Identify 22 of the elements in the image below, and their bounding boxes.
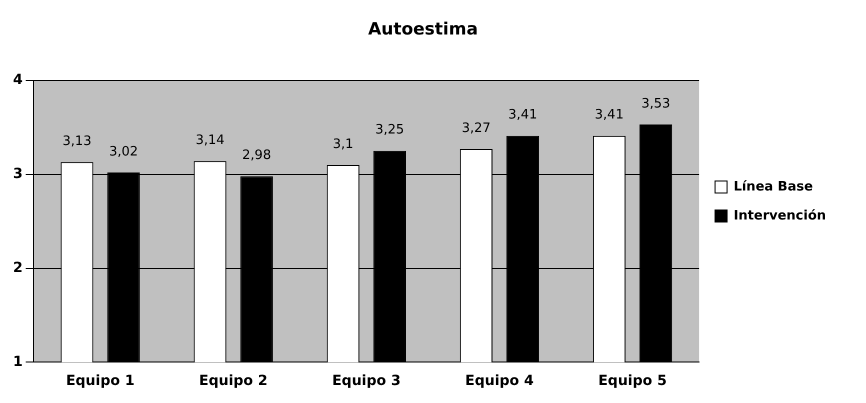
data-label: 3,25 <box>375 122 404 138</box>
data-label: 3,41 <box>594 108 624 123</box>
data-label: 3,1 <box>332 136 354 152</box>
legend-label: Línea Base <box>734 179 814 194</box>
data-label: 2,98 <box>242 148 272 164</box>
data-label: 3,02 <box>109 144 138 160</box>
y-tick-label: 2 <box>12 260 23 276</box>
data-label: 3,13 <box>62 134 92 149</box>
data-label: 3,53 <box>641 96 670 112</box>
data-label: 3,27 <box>462 120 491 136</box>
x-tick-label: Equipo 2 <box>199 373 268 390</box>
x-tick-label: Equipo 5 <box>598 373 667 390</box>
data-label: 3,14 <box>196 133 225 148</box>
x-tick-label: Equipo 1 <box>66 373 135 390</box>
x-tick-label: Equipo 3 <box>332 373 401 390</box>
data-label: 3,41 <box>508 108 538 123</box>
chart-title: Autoestima <box>368 20 478 40</box>
legend-label: Intervención <box>734 208 826 224</box>
y-tick-label: 4 <box>12 72 23 88</box>
y-tick-label: 1 <box>12 354 23 370</box>
y-tick-label: 3 <box>12 166 23 182</box>
x-tick-label: Equipo 4 <box>465 373 534 390</box>
